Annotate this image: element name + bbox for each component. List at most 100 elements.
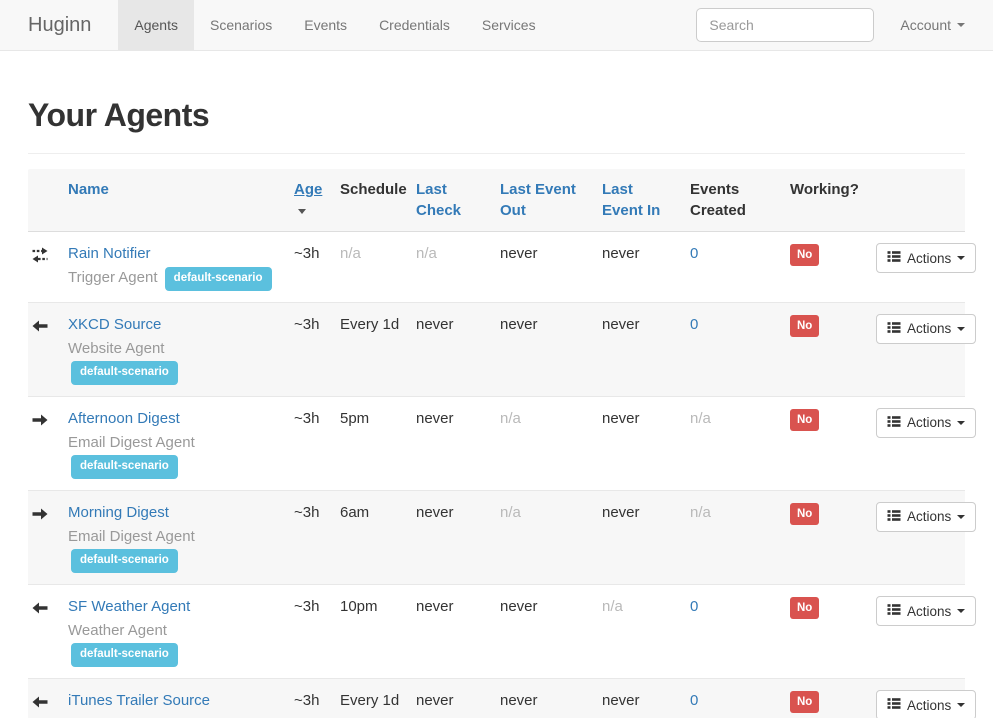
events-count-link[interactable]: 0 bbox=[690, 598, 699, 615]
table-header-row: Name Age Schedule Last Check Last Event … bbox=[28, 169, 965, 232]
working-badge: No bbox=[790, 597, 820, 620]
schedule-cell: 5pm bbox=[332, 396, 408, 491]
header-events-created: Events Created bbox=[682, 169, 782, 232]
schedule-cell: 6am bbox=[332, 490, 408, 586]
name-cell: Rain Notifier Trigger Agent default-scen… bbox=[60, 231, 286, 303]
arrow-left-icon bbox=[30, 316, 52, 336]
age-cell: ~3h bbox=[286, 231, 332, 303]
last-event-out-cell: never bbox=[492, 231, 594, 303]
table-row: Afternoon Digest Email Digest Agent defa… bbox=[28, 396, 977, 491]
events-created-cell: 0 bbox=[682, 231, 782, 303]
list-icon bbox=[887, 697, 901, 713]
scenario-badge[interactable]: default-scenario bbox=[71, 549, 178, 573]
navbar-right: Account bbox=[696, 0, 993, 50]
scenario-badge[interactable]: default-scenario bbox=[164, 267, 272, 291]
header-schedule: Schedule bbox=[332, 169, 408, 232]
agent-type-label: Website Agent bbox=[68, 716, 164, 718]
actions-cell: Actions bbox=[868, 302, 977, 397]
direction-cell bbox=[28, 231, 60, 303]
agent-name-link[interactable]: Afternoon Digest bbox=[68, 409, 180, 427]
nav-item-agents[interactable]: Agents bbox=[118, 0, 194, 50]
header-last-event-out: Last Event Out bbox=[492, 169, 594, 232]
agent-name-link[interactable]: SF Weather Agent bbox=[68, 598, 191, 615]
age-cell: ~3h bbox=[286, 396, 332, 491]
agent-name-link[interactable]: Morning Digest bbox=[68, 503, 169, 521]
sort-desc-icon bbox=[298, 208, 306, 214]
nav-item-credentials[interactable]: Credentials bbox=[379, 17, 450, 33]
actions-button[interactable]: Actions bbox=[876, 407, 977, 438]
header-name: Name bbox=[60, 169, 286, 232]
nav-item-scenarios[interactable]: Scenarios bbox=[209, 17, 273, 33]
name-cell: Morning Digest Email Digest Agent defaul… bbox=[60, 490, 286, 586]
sort-age-link[interactable]: Age bbox=[294, 181, 323, 198]
chevron-down-icon bbox=[957, 326, 966, 331]
actions-button[interactable]: Actions bbox=[876, 501, 977, 532]
agent-type-label: Website Agent bbox=[68, 339, 165, 357]
agent-name-link[interactable]: XKCD Source bbox=[68, 315, 162, 333]
scenario-badge[interactable]: default-scenario bbox=[71, 643, 178, 668]
arrow-left-icon bbox=[30, 692, 52, 712]
events-count-link[interactable]: 0 bbox=[690, 315, 699, 333]
working-badge: No bbox=[790, 244, 820, 267]
working-badge: No bbox=[790, 502, 820, 526]
events-created-cell: 0 bbox=[682, 678, 782, 718]
sort-last-event-in-link[interactable]: Last Event In bbox=[602, 181, 661, 219]
direction-cell bbox=[28, 678, 60, 718]
search-input[interactable] bbox=[696, 8, 875, 42]
table-row: iTunes Trailer Source Website Agent defa… bbox=[28, 678, 977, 718]
last-event-in-cell: never bbox=[594, 678, 682, 718]
actions-button[interactable]: Actions bbox=[876, 243, 977, 273]
sort-name-link[interactable]: Name bbox=[68, 181, 109, 198]
last-check-cell: never bbox=[408, 302, 492, 397]
sort-last-check-link[interactable]: Last Check bbox=[416, 181, 462, 219]
nav-item-events[interactable]: Events bbox=[304, 17, 348, 33]
age-cell: ~3h bbox=[286, 678, 332, 718]
actions-button-label: Actions bbox=[907, 603, 952, 619]
last-check-cell: never bbox=[408, 584, 492, 680]
actions-button[interactable]: Actions bbox=[876, 313, 977, 344]
chevron-down-icon bbox=[957, 420, 966, 425]
actions-button[interactable]: Actions bbox=[876, 596, 977, 626]
header-last-event-in: Last Event In bbox=[594, 169, 682, 232]
chevron-down-icon bbox=[957, 256, 966, 260]
list-icon bbox=[887, 509, 901, 525]
working-cell: No bbox=[782, 584, 868, 680]
nav-item-services[interactable]: Services bbox=[481, 17, 536, 33]
last-check-cell: never bbox=[408, 396, 492, 491]
last-event-in-cell: never bbox=[594, 231, 682, 303]
agent-type-label: Email Digest Agent bbox=[68, 433, 195, 451]
agents-table: Name Age Schedule Last Check Last Event … bbox=[28, 169, 977, 718]
list-icon bbox=[887, 603, 901, 619]
working-cell: No bbox=[782, 302, 868, 397]
events-count-link[interactable]: 0 bbox=[690, 692, 699, 710]
actions-button[interactable]: Actions bbox=[876, 690, 977, 718]
agent-type-label: Weather Agent bbox=[68, 622, 167, 639]
agent-name-link[interactable]: Rain Notifier bbox=[68, 245, 151, 262]
last-event-in-cell: n/a bbox=[594, 584, 682, 680]
scenario-badge[interactable]: default-scenario bbox=[71, 455, 178, 479]
actions-cell: Actions bbox=[868, 396, 977, 491]
arrow-left-icon bbox=[30, 598, 52, 618]
last-check-cell: never bbox=[408, 490, 492, 586]
direction-cell bbox=[28, 490, 60, 586]
scenario-badge[interactable]: default-scenario bbox=[71, 361, 178, 385]
header-working-label: Working? bbox=[790, 181, 859, 198]
table-row: XKCD Source Website Agent default-scenar… bbox=[28, 302, 977, 397]
actions-button-label: Actions bbox=[907, 415, 952, 431]
sort-last-event-out-link[interactable]: Last Event Out bbox=[500, 181, 576, 219]
brand-link[interactable]: Huginn bbox=[28, 14, 92, 36]
account-dropdown[interactable]: Account bbox=[900, 17, 965, 33]
header-schedule-label: Schedule bbox=[340, 181, 407, 198]
agent-name-link[interactable]: iTunes Trailer Source bbox=[68, 692, 211, 710]
direction-cell bbox=[28, 396, 60, 491]
header-events-created-label: Events Created bbox=[690, 181, 746, 219]
actions-column-header bbox=[868, 169, 965, 232]
last-event-in-cell: never bbox=[594, 302, 682, 397]
last-event-out-cell: never bbox=[492, 678, 594, 718]
name-cell: iTunes Trailer Source Website Agent defa… bbox=[60, 678, 286, 718]
working-cell: No bbox=[782, 396, 868, 491]
main-nav: Agents Scenarios Events Credentials Serv… bbox=[118, 0, 551, 50]
icon-column-header bbox=[28, 169, 60, 232]
agent-type-label: Email Digest Agent bbox=[68, 527, 195, 545]
events-count-link[interactable]: 0 bbox=[690, 245, 699, 262]
